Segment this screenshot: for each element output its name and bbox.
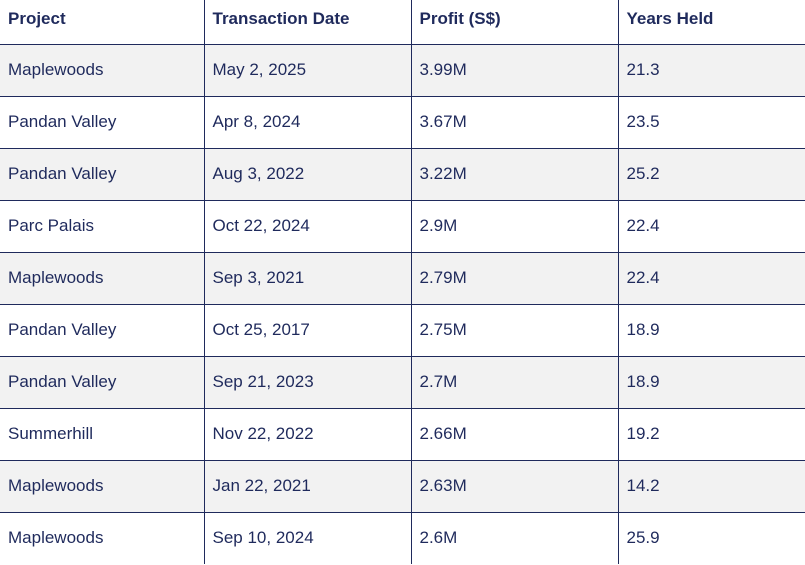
- table-row: Maplewoods Sep 3, 2021 2.79M 22.4: [0, 252, 805, 305]
- header-project[interactable]: Project: [0, 0, 204, 45]
- cell-profit: 3.67M: [410, 96, 618, 149]
- table-row: Maplewoods May 2, 2025 3.99M 21.3: [0, 44, 805, 97]
- cell-profit: 2.75M: [410, 304, 618, 357]
- cell-years-held: 18.9: [617, 304, 805, 357]
- cell-years-held: 23.5: [617, 96, 805, 149]
- cell-years-held: 19.2: [617, 408, 805, 461]
- cell-profit: 3.99M: [410, 44, 618, 97]
- cell-project: Pandan Valley: [0, 304, 204, 357]
- cell-profit: 2.6M: [410, 512, 618, 564]
- cell-transaction-date: Nov 22, 2022: [203, 408, 411, 461]
- cell-project: Parc Palais: [0, 200, 204, 253]
- cell-years-held: 22.4: [617, 252, 805, 305]
- table-row: Pandan Valley Aug 3, 2022 3.22M 25.2: [0, 148, 805, 201]
- cell-years-held: 21.3: [617, 44, 805, 97]
- cell-project: Pandan Valley: [0, 96, 204, 149]
- cell-project: Maplewoods: [0, 512, 204, 564]
- cell-transaction-date: Oct 25, 2017: [203, 304, 411, 357]
- cell-transaction-date: Apr 8, 2024: [203, 96, 411, 149]
- cell-profit: 2.9M: [410, 200, 618, 253]
- cell-project: Maplewoods: [0, 44, 204, 97]
- header-profit[interactable]: Profit (S$): [410, 0, 618, 45]
- cell-transaction-date: Oct 22, 2024: [203, 200, 411, 253]
- cell-transaction-date: Sep 10, 2024: [203, 512, 411, 564]
- header-transaction-date[interactable]: Transaction Date: [203, 0, 411, 45]
- cell-transaction-date: Sep 21, 2023: [203, 356, 411, 409]
- cell-profit: 2.66M: [410, 408, 618, 461]
- cell-project: Summerhill: [0, 408, 204, 461]
- header-years-held[interactable]: Years Held: [617, 0, 805, 45]
- cell-transaction-date: Sep 3, 2021: [203, 252, 411, 305]
- cell-transaction-date: Aug 3, 2022: [203, 148, 411, 201]
- table-row: Parc Palais Oct 22, 2024 2.9M 22.4: [0, 200, 805, 253]
- table-row: Maplewoods Sep 10, 2024 2.6M 25.9: [0, 512, 805, 564]
- cell-profit: 2.63M: [410, 460, 618, 513]
- table-row: Summerhill Nov 22, 2022 2.66M 19.2: [0, 408, 805, 461]
- cell-project: Maplewoods: [0, 460, 204, 513]
- cell-profit: 3.22M: [410, 148, 618, 201]
- cell-years-held: 18.9: [617, 356, 805, 409]
- cell-years-held: 14.2: [617, 460, 805, 513]
- table-row: Pandan Valley Oct 25, 2017 2.75M 18.9: [0, 304, 805, 357]
- cell-profit: 2.79M: [410, 252, 618, 305]
- table-header-row: Project Transaction Date Profit (S$) Yea…: [0, 0, 805, 45]
- cell-project: Pandan Valley: [0, 148, 204, 201]
- cell-years-held: 25.9: [617, 512, 805, 564]
- cell-years-held: 22.4: [617, 200, 805, 253]
- cell-transaction-date: May 2, 2025: [203, 44, 411, 97]
- cell-profit: 2.7M: [410, 356, 618, 409]
- table-row: Pandan Valley Sep 21, 2023 2.7M 18.9: [0, 356, 805, 409]
- table-row: Pandan Valley Apr 8, 2024 3.67M 23.5: [0, 96, 805, 149]
- cell-project: Maplewoods: [0, 252, 204, 305]
- table-row: Maplewoods Jan 22, 2021 2.63M 14.2: [0, 460, 805, 513]
- cell-years-held: 25.2: [617, 148, 805, 201]
- cell-transaction-date: Jan 22, 2021: [203, 460, 411, 513]
- cell-project: Pandan Valley: [0, 356, 204, 409]
